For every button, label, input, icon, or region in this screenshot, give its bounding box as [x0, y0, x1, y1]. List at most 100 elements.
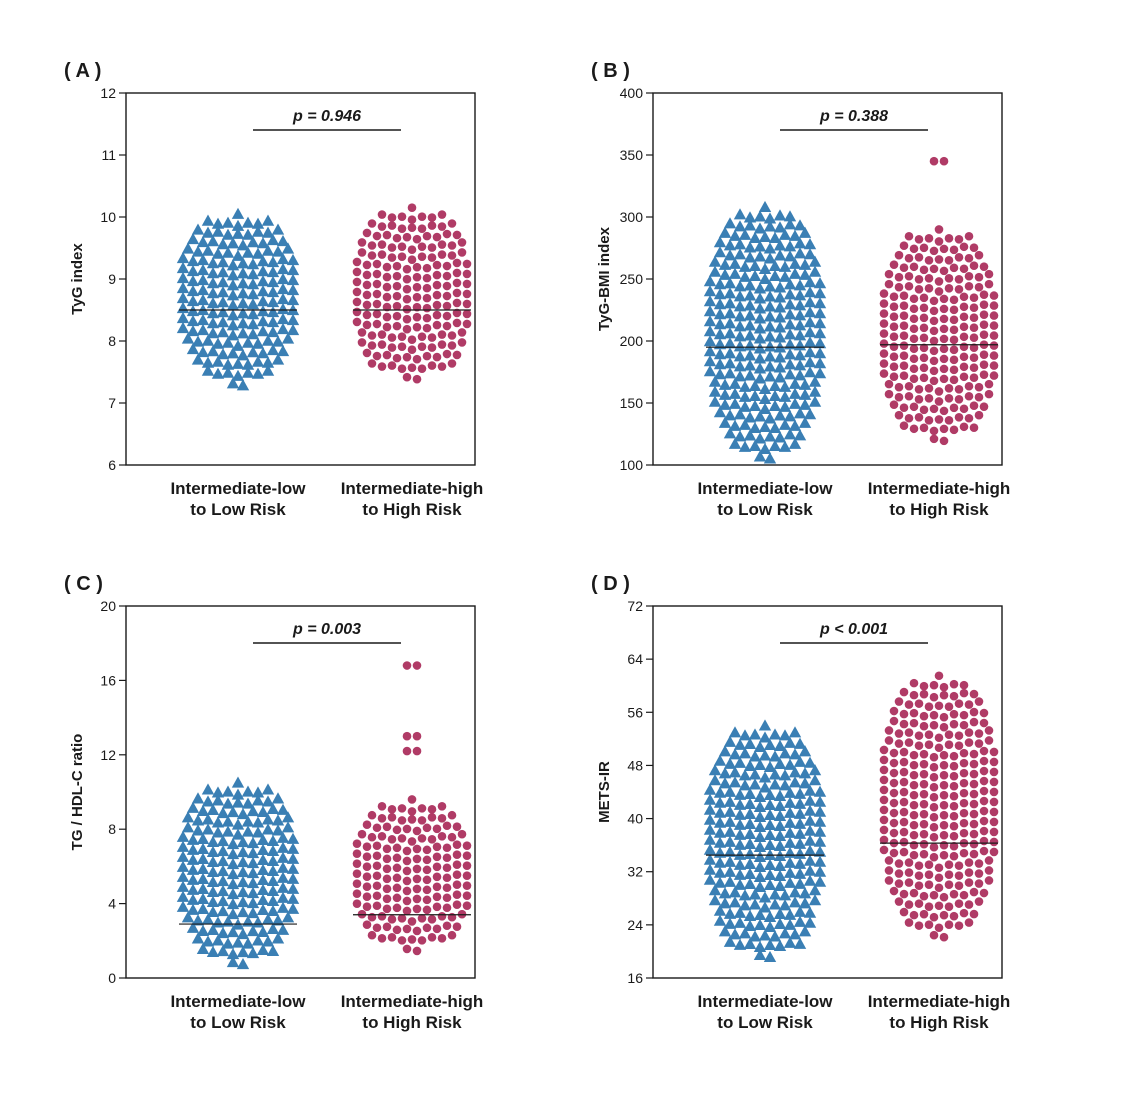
triangle-point — [733, 828, 747, 840]
triangle-point — [798, 226, 812, 238]
triangle-point — [728, 267, 742, 279]
circle-point — [959, 818, 969, 828]
triangle-point — [763, 350, 777, 362]
circle-point — [412, 926, 422, 936]
triangle-point — [763, 330, 777, 342]
triangle-point — [266, 276, 280, 288]
circle-point — [392, 903, 402, 913]
triangle-point — [753, 830, 767, 843]
triangle-point — [768, 389, 782, 401]
circle-point — [979, 826, 989, 836]
triangle-point — [753, 292, 767, 304]
triangle-point — [743, 737, 757, 749]
circle-point — [949, 821, 959, 831]
circle-point — [352, 287, 362, 297]
circle-point — [377, 911, 387, 921]
triangle-point — [276, 881, 290, 893]
series-1 — [703, 719, 827, 963]
circle-point — [974, 739, 984, 748]
triangle-point — [713, 328, 727, 340]
triangle-point — [176, 830, 190, 842]
circle-point — [929, 356, 939, 366]
circle-point — [979, 350, 989, 359]
circle-point — [959, 848, 969, 858]
circle-point — [974, 410, 984, 420]
circle-point — [367, 359, 377, 368]
triangle-point — [281, 242, 295, 254]
circle-point — [929, 930, 939, 940]
circle-point — [969, 313, 979, 323]
triangle-point — [728, 257, 742, 269]
circle-point — [964, 858, 974, 867]
triangle-point — [773, 859, 787, 871]
triangle-point — [743, 817, 757, 829]
circle-point — [959, 748, 969, 758]
circle-point — [879, 765, 889, 775]
triangle-point — [738, 390, 752, 402]
circle-point — [382, 904, 392, 914]
triangle-point — [286, 892, 300, 904]
circle-point — [442, 311, 452, 321]
triangle-point — [748, 421, 762, 433]
triangle-point — [216, 266, 230, 278]
circle-point — [909, 294, 919, 304]
circle-point — [939, 830, 949, 840]
circle-point — [969, 819, 979, 829]
triangle-point — [703, 873, 717, 885]
triangle-point — [226, 925, 240, 938]
circle-point — [929, 832, 939, 842]
triangle-point — [271, 914, 285, 926]
circle-point — [979, 888, 989, 898]
circle-point — [899, 807, 909, 817]
triangle-point — [768, 439, 782, 451]
circle-point — [919, 343, 929, 353]
triangle-point — [196, 804, 210, 816]
triangle-point — [713, 406, 727, 418]
circle-point — [899, 797, 909, 807]
triangle-point — [768, 269, 782, 281]
circle-point — [909, 770, 919, 780]
triangle-point — [718, 388, 732, 400]
circle-point — [899, 827, 909, 837]
circle-point — [969, 887, 979, 897]
circle-point — [939, 760, 949, 770]
circle-point — [452, 822, 462, 832]
circle-point — [452, 870, 462, 880]
circle-point — [362, 348, 372, 358]
triangle-point — [758, 420, 772, 433]
circle-point — [914, 871, 924, 880]
triangle-point — [793, 915, 807, 927]
triangle-point — [266, 286, 280, 298]
triangle-point — [733, 280, 747, 292]
triangle-point — [763, 430, 777, 442]
triangle-point — [276, 344, 290, 357]
triangle-point — [221, 336, 235, 348]
triangle-point — [768, 399, 782, 411]
triangle-point — [216, 238, 230, 250]
p-value: p < 0.001 — [819, 621, 888, 638]
circle-point — [417, 332, 427, 341]
triangle-point — [261, 795, 275, 807]
circle-point — [387, 333, 397, 342]
circle-point — [939, 344, 949, 354]
triangle-point — [748, 888, 762, 900]
triangle-point — [206, 267, 220, 279]
triangle-point — [221, 216, 235, 228]
triangle-point — [211, 367, 225, 379]
circle-point — [442, 321, 452, 331]
triangle-point — [803, 326, 817, 338]
triangle-point — [728, 886, 742, 898]
circle-point — [969, 779, 979, 789]
circle-point — [377, 240, 387, 249]
series-1 — [176, 207, 300, 391]
circle-point — [934, 255, 944, 264]
circle-point — [417, 834, 427, 843]
circle-point — [894, 282, 904, 292]
circle-point — [969, 363, 979, 373]
circle-point — [914, 394, 924, 404]
triangle-point — [723, 907, 737, 919]
circle-point — [372, 861, 382, 871]
circle-point — [939, 712, 949, 722]
y-axis-title: TyG-BMI index — [596, 226, 613, 331]
triangle-point — [788, 766, 802, 778]
